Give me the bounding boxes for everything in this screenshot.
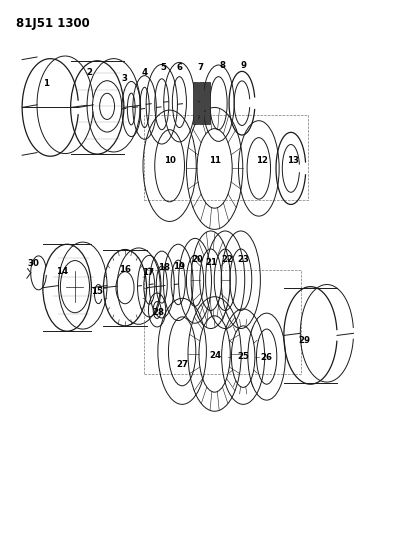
Text: 18: 18 (158, 263, 170, 272)
Bar (205, 82, 210, 124)
Text: 81J51 1300: 81J51 1300 (16, 17, 90, 30)
Text: 11: 11 (208, 156, 221, 165)
Text: 17: 17 (142, 268, 154, 277)
Bar (193, 82, 198, 124)
Text: 5: 5 (161, 63, 167, 72)
Text: 25: 25 (237, 352, 249, 361)
Text: 7: 7 (198, 63, 204, 72)
Text: 3: 3 (122, 74, 128, 83)
Text: 6: 6 (177, 63, 182, 72)
Text: 9: 9 (241, 61, 247, 69)
Bar (199, 82, 204, 124)
Text: 24: 24 (210, 351, 222, 360)
Text: 2: 2 (86, 68, 93, 77)
Text: 12: 12 (256, 156, 268, 165)
Text: 23: 23 (237, 255, 249, 264)
Text: 29: 29 (299, 336, 310, 345)
Text: 10: 10 (164, 156, 176, 165)
Text: 4: 4 (141, 68, 147, 77)
Text: 15: 15 (91, 287, 103, 296)
Text: 8: 8 (219, 61, 225, 69)
Text: 1: 1 (43, 79, 49, 88)
Text: 26: 26 (261, 353, 273, 362)
Text: 27: 27 (176, 360, 188, 369)
Text: 21: 21 (206, 258, 218, 266)
Text: 14: 14 (56, 268, 68, 276)
Text: 13: 13 (287, 156, 299, 165)
Text: 19: 19 (173, 262, 186, 271)
Text: 16: 16 (119, 265, 131, 273)
Text: 30: 30 (28, 260, 39, 268)
Text: 28: 28 (152, 308, 164, 317)
Text: 20: 20 (191, 255, 203, 264)
Bar (144, 270, 301, 374)
Text: 22: 22 (221, 255, 234, 264)
Bar (144, 115, 309, 200)
